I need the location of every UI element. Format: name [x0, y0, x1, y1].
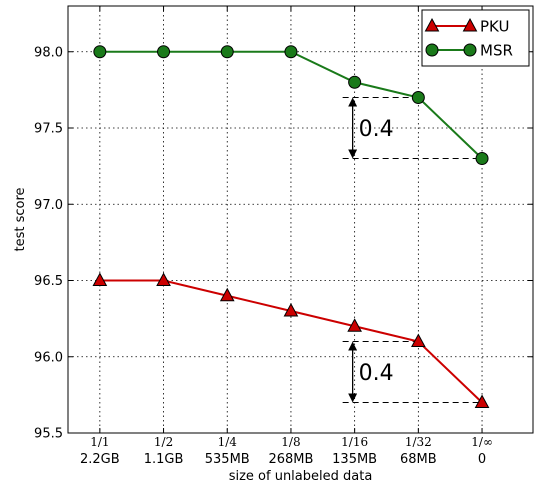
y-tick-label: 97.5: [34, 122, 63, 137]
data-point-pku: [347, 318, 362, 332]
annotation-labels: 0.4 0.4: [359, 117, 394, 386]
plot-frame: [67, 5, 534, 434]
y-tick-label: 95.5: [34, 427, 63, 442]
x-tick-fraction-label: 1/8: [281, 435, 300, 449]
data-point-pku: [283, 302, 299, 317]
data-point-msr: [220, 45, 234, 59]
x-axis-label: size of unlabeled data: [229, 469, 373, 484]
x-tick-size-label: 535MB: [205, 452, 250, 467]
data-point-msr: [284, 45, 298, 59]
data-point-pku: [474, 394, 490, 408]
legend-marker-msr: [425, 43, 439, 57]
legend-marker-msr: [463, 43, 477, 57]
data-point-msr: [157, 45, 171, 59]
data-point-msr: [411, 91, 425, 104]
y-axis-label: test score: [13, 187, 28, 251]
x-tick-size-label: 0: [478, 452, 486, 467]
tick-labels: 1/1 2.2GB 1/2 1.1GB 1/4 535MB 1/8 268MB 1/16 135M…: [34, 6, 533, 467]
legend-label-pku: PKU: [480, 18, 509, 36]
grid: [68, 6, 533, 434]
x-tick-fraction-label: 1/4: [218, 435, 238, 449]
y-tick-label: 97.0: [34, 198, 63, 213]
x-tick-size-label: 135MB: [332, 452, 377, 467]
data-point-pku: [219, 287, 235, 302]
x-tick-size-label: 268MB: [268, 452, 313, 467]
x-tick-fraction-label: 1/2: [154, 435, 173, 449]
legend: PKU MSR: [421, 9, 530, 67]
y-tick-label: 96.0: [34, 350, 63, 365]
data-point-msr: [348, 75, 362, 89]
annotation-label: 0.4: [359, 361, 394, 386]
x-tick-size-label: 68MB: [400, 452, 437, 467]
y-tick-label: 98.0: [34, 45, 63, 60]
x-tick-fraction-label: 1/32: [405, 435, 432, 449]
data-point-pku: [92, 272, 108, 286]
data-point-msr: [93, 45, 107, 59]
legend-label-msr: MSR: [480, 42, 513, 60]
series-layer: [92, 45, 490, 408]
x-tick-fraction-label: 1/16: [341, 435, 368, 449]
data-point-pku: [411, 333, 426, 347]
x-tick-size-label: 2.2GB: [80, 452, 120, 467]
data-point-msr: [475, 152, 489, 165]
legend-marker-pku: [462, 17, 478, 32]
y-tick-label: 96.5: [34, 274, 63, 289]
data-point-pku: [156, 272, 171, 286]
annotation-lines: [342, 97, 483, 403]
x-tick-fraction-label: 1/∞: [471, 435, 493, 449]
legend-marker-pku: [424, 17, 440, 32]
x-tick-fraction-label: 1/1: [90, 435, 109, 449]
legend-box: [421, 9, 530, 67]
x-tick-size-label: 1.1GB: [144, 452, 184, 467]
annotation-label: 0.4: [359, 117, 394, 142]
